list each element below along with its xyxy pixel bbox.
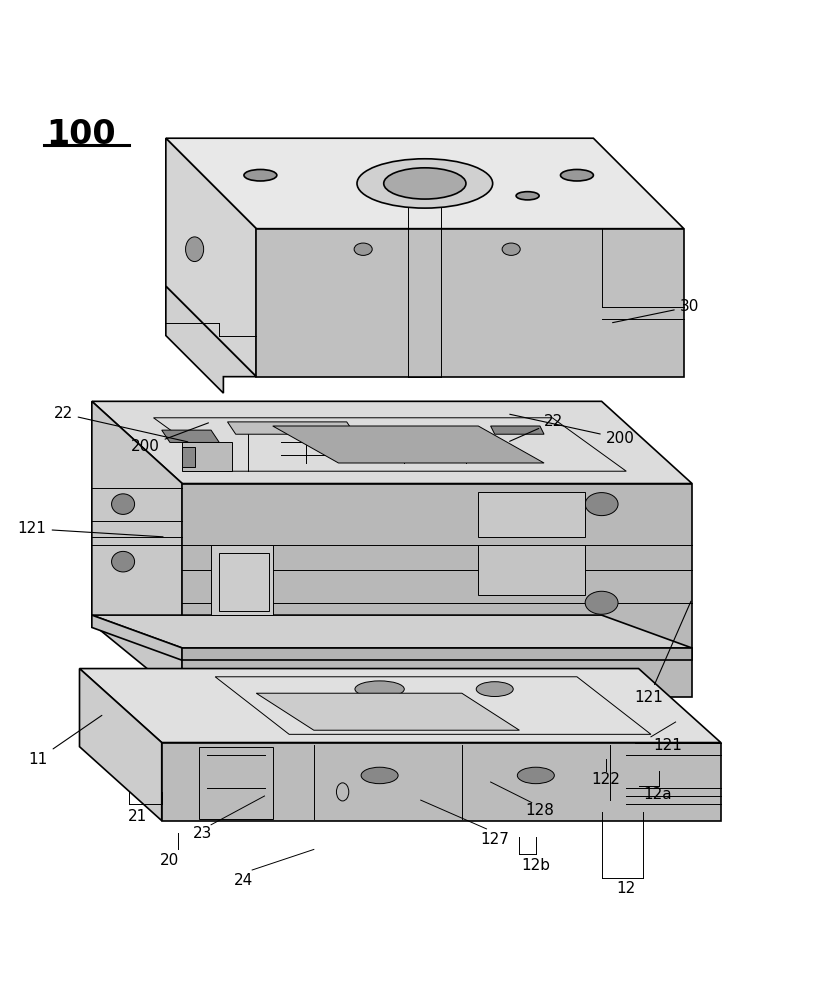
Polygon shape xyxy=(182,442,232,471)
Text: 121: 121 xyxy=(17,521,163,537)
Polygon shape xyxy=(182,648,692,660)
Ellipse shape xyxy=(585,493,618,516)
Ellipse shape xyxy=(560,169,593,181)
Polygon shape xyxy=(166,138,257,377)
Text: 121: 121 xyxy=(653,738,682,753)
Ellipse shape xyxy=(111,551,134,572)
Ellipse shape xyxy=(516,192,539,200)
Polygon shape xyxy=(478,492,585,537)
Ellipse shape xyxy=(384,168,466,199)
Polygon shape xyxy=(92,401,692,484)
Text: 121: 121 xyxy=(634,601,691,705)
Polygon shape xyxy=(92,615,692,648)
Polygon shape xyxy=(166,138,684,229)
Ellipse shape xyxy=(354,243,372,255)
Ellipse shape xyxy=(476,682,513,697)
Text: 12b: 12b xyxy=(521,858,550,873)
Text: 100: 100 xyxy=(46,118,116,151)
Text: 11: 11 xyxy=(29,715,101,766)
Text: 21: 21 xyxy=(127,809,147,824)
Polygon shape xyxy=(162,743,721,821)
Ellipse shape xyxy=(585,591,618,614)
Polygon shape xyxy=(166,286,257,393)
Text: 200: 200 xyxy=(131,423,209,454)
Ellipse shape xyxy=(111,494,134,514)
Text: 20: 20 xyxy=(160,853,180,868)
Polygon shape xyxy=(228,422,355,434)
Polygon shape xyxy=(182,484,692,697)
Polygon shape xyxy=(79,669,721,743)
Polygon shape xyxy=(182,447,195,467)
Text: 12a: 12a xyxy=(644,787,672,802)
Text: 30: 30 xyxy=(612,299,699,323)
Text: 22: 22 xyxy=(510,414,563,441)
Ellipse shape xyxy=(244,169,277,181)
Text: 122: 122 xyxy=(592,772,620,787)
Ellipse shape xyxy=(186,237,204,262)
Polygon shape xyxy=(257,229,684,377)
Polygon shape xyxy=(273,426,544,463)
Text: 128: 128 xyxy=(526,803,554,818)
Text: 22: 22 xyxy=(54,406,188,442)
Text: 12: 12 xyxy=(616,881,636,896)
Ellipse shape xyxy=(357,159,493,208)
Polygon shape xyxy=(491,426,544,434)
Polygon shape xyxy=(211,545,273,615)
Ellipse shape xyxy=(517,767,554,784)
Polygon shape xyxy=(79,669,162,821)
Text: 200: 200 xyxy=(510,414,634,446)
Ellipse shape xyxy=(502,243,521,255)
Text: 23: 23 xyxy=(193,825,213,840)
Polygon shape xyxy=(162,430,219,442)
Polygon shape xyxy=(478,545,585,595)
Polygon shape xyxy=(92,615,182,660)
Polygon shape xyxy=(92,401,182,697)
Ellipse shape xyxy=(361,767,398,784)
Polygon shape xyxy=(257,693,520,730)
Text: 127: 127 xyxy=(480,832,509,847)
Text: 24: 24 xyxy=(234,873,253,888)
Ellipse shape xyxy=(355,681,404,697)
